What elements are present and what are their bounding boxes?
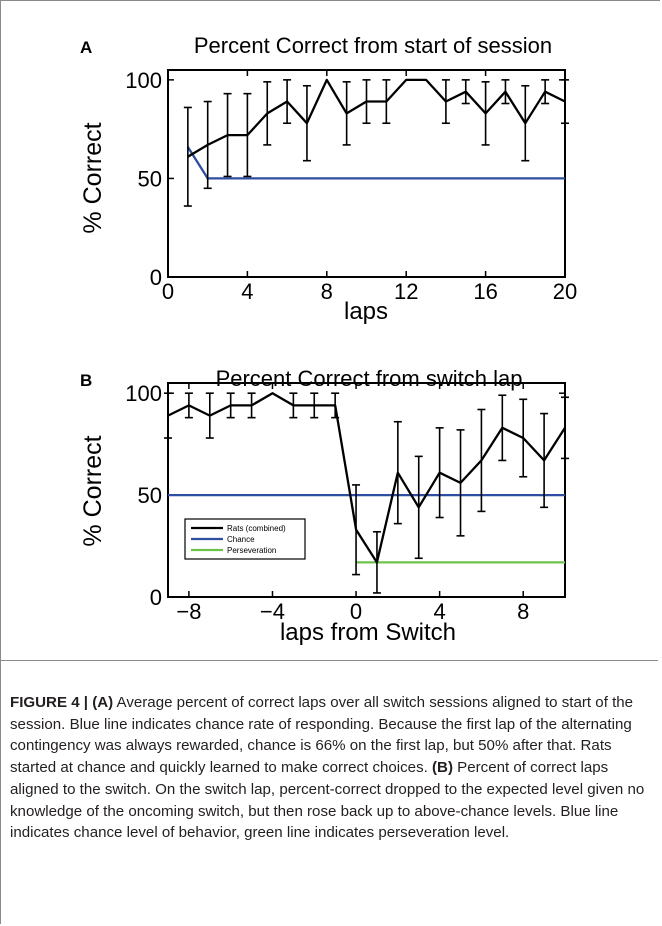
panel-a-xlabel: laps [344,298,388,325]
series-line-line0 [187,78,566,158]
caption-b-tag: (B) [432,759,453,777]
panel-a-letter: A [80,38,92,57]
xtick-label: 16 [473,279,497,304]
xtick-label: 12 [394,279,418,304]
panel-a-ylabel: % Correct [79,122,107,233]
panel-a-title: Percent Correct from start of session [194,33,552,58]
xtick-label: 8 [321,279,333,304]
panel-a-ticks: 0 4 8 12 16 20 0 50 100 [125,68,577,304]
caption-a-tag: (A) [92,694,114,711]
panel-b-axes-box [167,382,566,598]
panel-a-axes-box [167,69,566,278]
panel-b: B Percent Correct from switch lap % Corr… [79,366,569,646]
legend-label: Chance [227,535,255,544]
xtick-label: 8 [517,599,529,624]
panel-b-letter: B [80,371,92,390]
panel-a: A Percent Correct from start of session … [79,33,577,325]
panel-b-series [164,392,569,594]
xtick-label: 0 [350,599,362,624]
xtick-label: 4 [241,279,253,304]
panel-b-legend: Rats (combined) Chance Perseveration [184,518,306,560]
ytick-label: 100 [125,68,162,93]
xtick-label: 20 [553,279,577,304]
caption-a-text: Average percent of correct laps over all… [10,694,634,777]
caption-b-text: Percent of correct laps aligned to the s… [10,759,645,842]
caption-divider [0,660,658,661]
ytick-label: 0 [150,265,162,290]
panel-b-xlabel: laps from Switch [280,619,456,646]
xtick-label: −4 [260,599,285,624]
ytick-label: 50 [138,166,162,191]
xtick-label: 0 [162,279,174,304]
xtick-label: 4 [434,599,446,624]
legend-label: Rats (combined) [227,524,286,533]
ytick-label: 50 [138,483,162,508]
panel-a-series [183,78,569,207]
figure-caption: FIGURE 4 | (A) Average percent of correc… [10,692,650,844]
legend-label: Perseveration [227,546,276,555]
panel-b-ylabel: % Correct [79,435,107,546]
ytick-label: 100 [125,381,162,406]
panel-b-title: Percent Correct from switch lap [216,366,523,391]
series-line-line1 [186,146,565,180]
ytick-label: 0 [150,585,162,610]
figure-4: A Percent Correct from start of session … [79,33,577,646]
caption-lead: FIGURE 4 | [10,694,93,711]
series-line-rats-combined [167,392,566,564]
xtick-label: −8 [176,599,201,624]
